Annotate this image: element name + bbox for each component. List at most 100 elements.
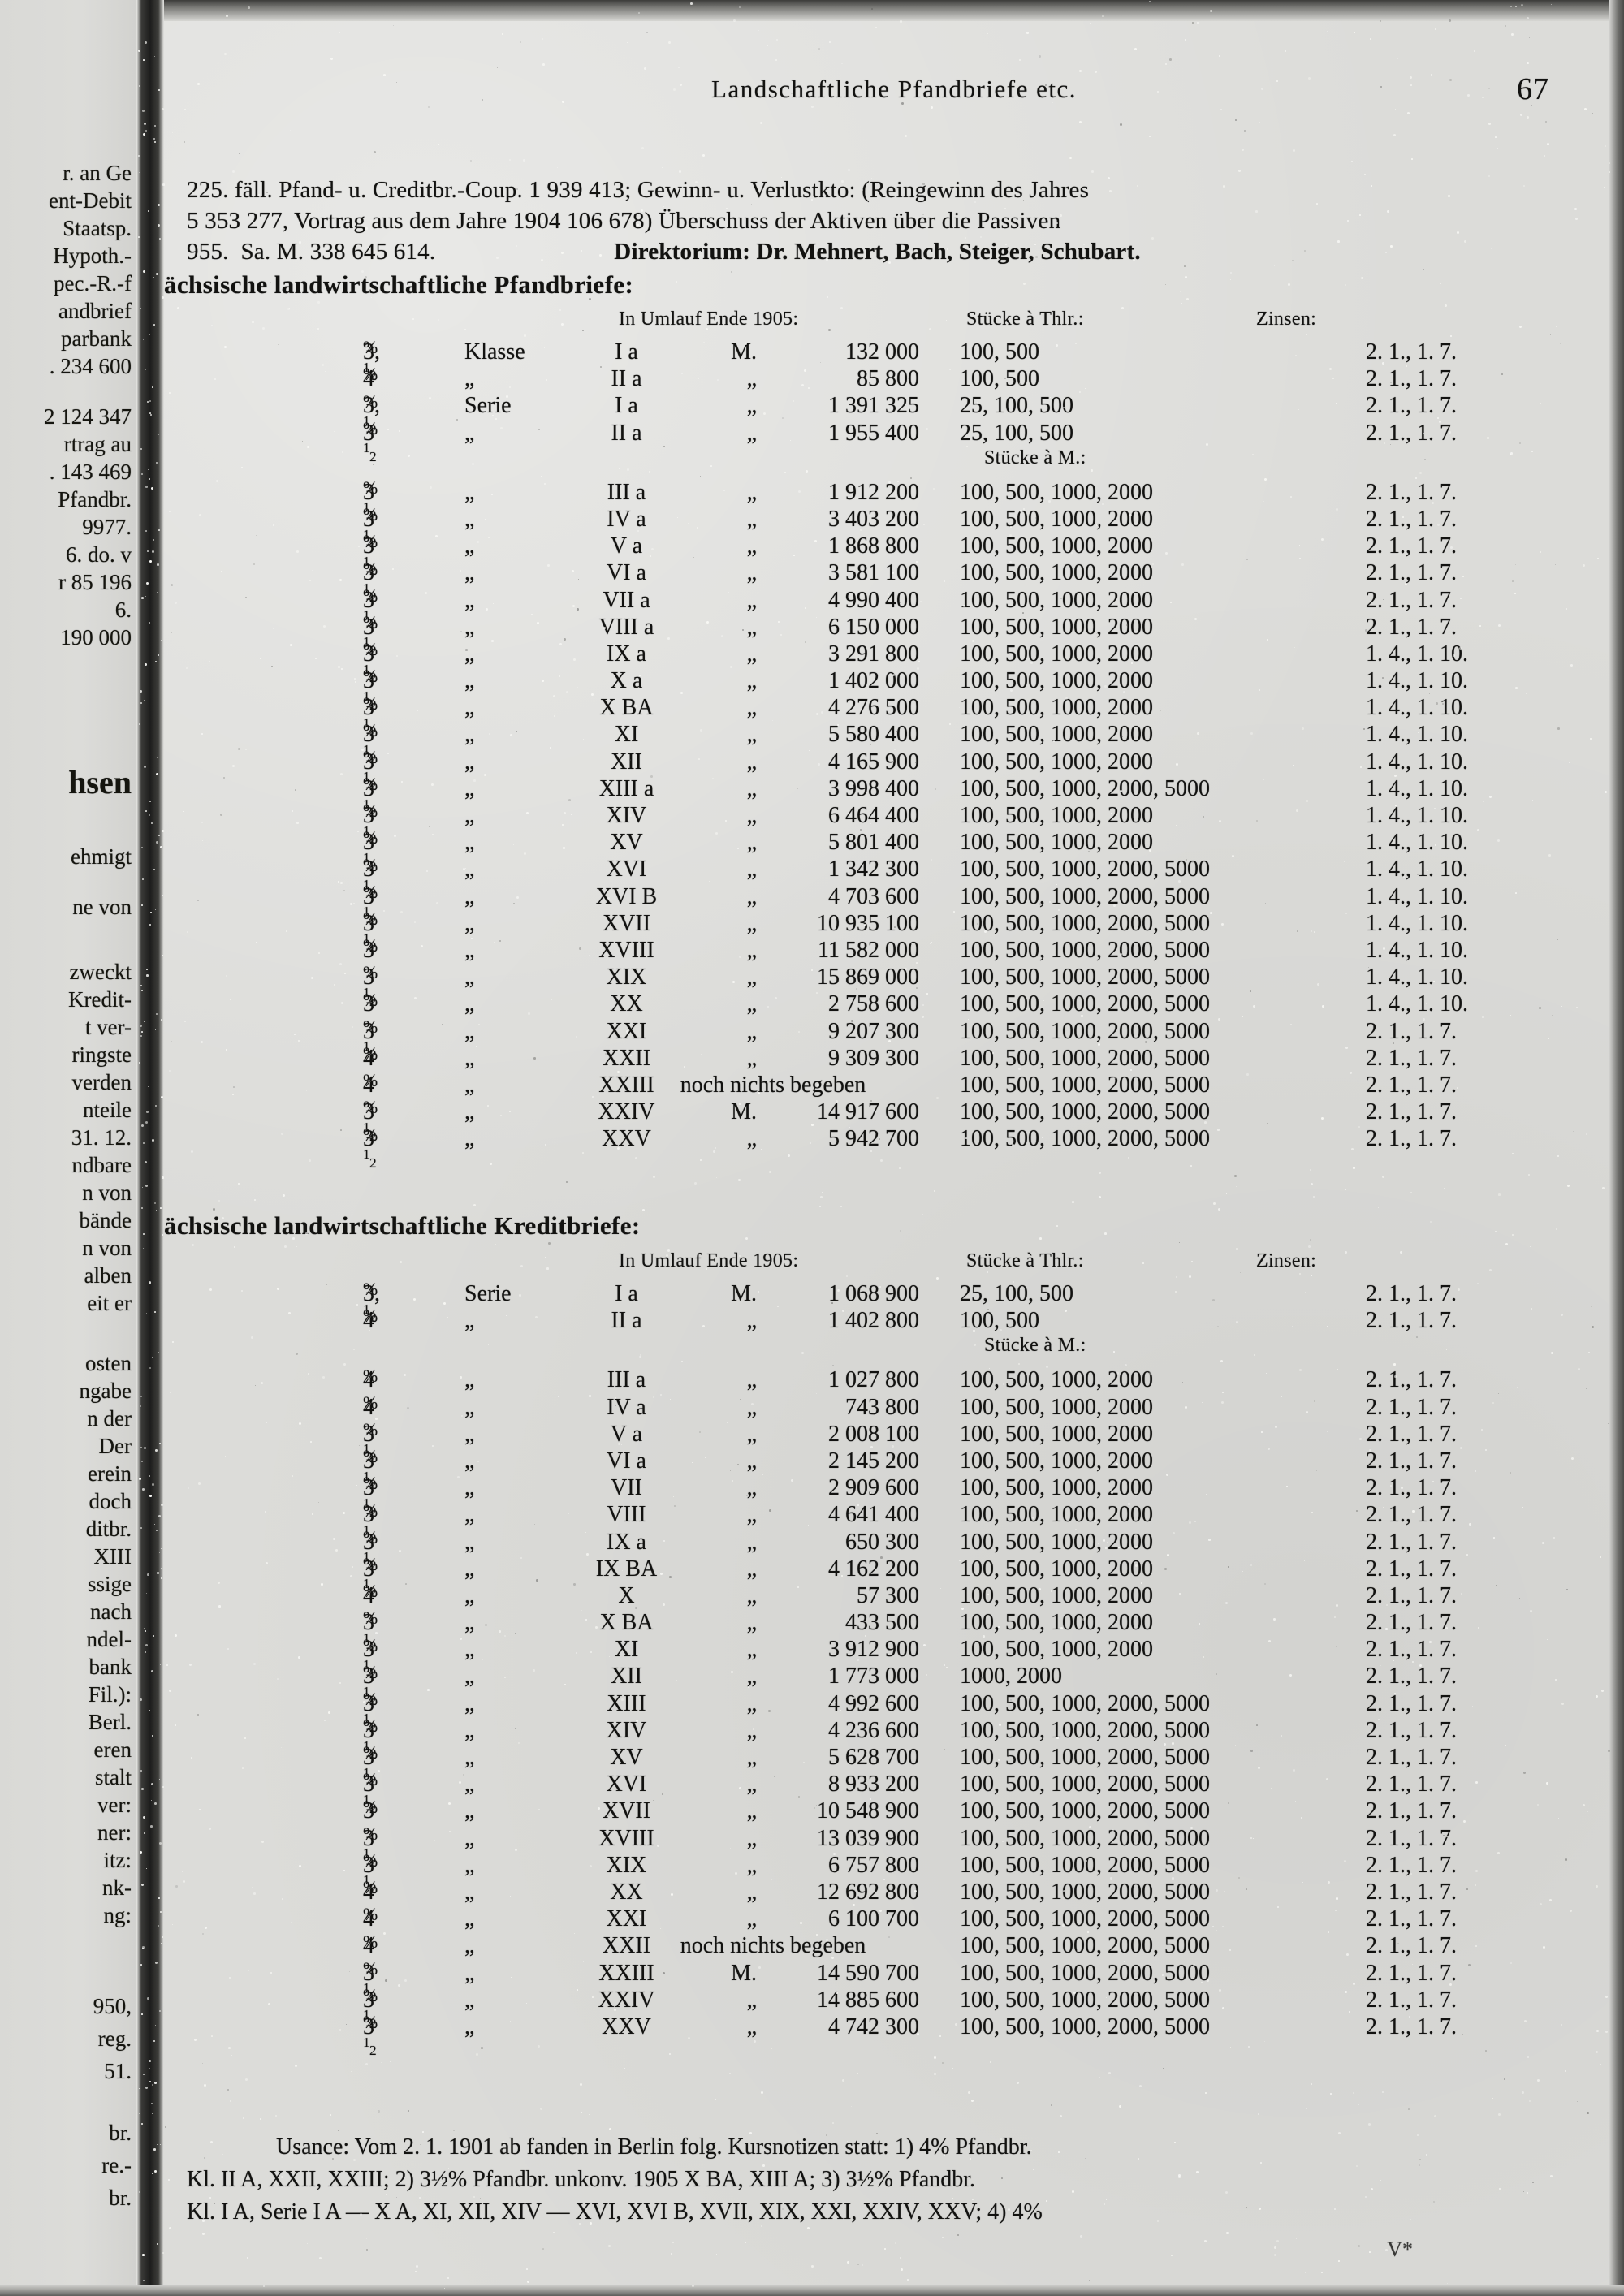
adjacent-page-text-fragment: bank xyxy=(89,1655,132,1679)
cell-series-kind: „ xyxy=(464,479,475,505)
table-pfandbriefe: In Umlauf Ende 1905: Stücke à Thlr.: Zin… xyxy=(164,309,1624,1171)
cell-interest-rate: 3 1 2% xyxy=(363,640,378,686)
cell-interest-dates: 2. 1., 1. 7. xyxy=(1366,1281,1457,1306)
cell-series-number: XXV xyxy=(602,2013,651,2039)
cell-denominations: 100, 500, 1000, 2000 xyxy=(960,479,1153,505)
adjacent-page-text-fragment: Pfandbr. xyxy=(58,487,132,511)
cell-series-number: XIII xyxy=(607,1690,646,1716)
cell-amount-in-circulation: 6 100 700 xyxy=(828,1906,919,1932)
table-row: 3 1 2% „ VI a „ 2 145 200 100, 500, 1000, 2000 2… xyxy=(164,1447,1624,1492)
cell-amount-in-circulation: 3 912 900 xyxy=(828,1637,919,1663)
cell-interest-rate: 4% xyxy=(363,1071,378,1098)
cell-series-kind: „ xyxy=(464,1502,475,1528)
cell-series-number: XXIV xyxy=(598,1099,655,1125)
cell-interest-dates: 2. 1., 1. 7. xyxy=(1366,393,1457,419)
cell-interest-dates: 2. 1., 1. 7. xyxy=(1366,1475,1457,1501)
cell-interest-dates: 2. 1., 1. 7. xyxy=(1366,533,1457,559)
cell-amount-in-circulation: 4 992 600 xyxy=(828,1690,919,1716)
cell-amount-in-circulation: 4 742 300 xyxy=(828,2013,919,2039)
cell-series-kind: „ xyxy=(464,1852,475,1878)
scan-top-shadow xyxy=(164,0,1624,21)
table2-column-headers: In Umlauf Ende 1905: Stücke à Thlr.: Zin… xyxy=(164,1250,1624,1281)
cell-currency: „ xyxy=(746,965,757,990)
cell-denominations: 100, 500, 1000, 2000 xyxy=(960,1637,1153,1663)
cell-interest-dates: 1. 4., 1. 10. xyxy=(1366,722,1468,748)
cell-currency: „ xyxy=(746,775,757,801)
cell-interest-dates: 1. 4., 1. 10. xyxy=(1366,668,1468,694)
cell-amount-in-circulation: 1 027 800 xyxy=(828,1367,919,1393)
cell-series-kind: „ xyxy=(464,1825,475,1851)
cell-currency: „ xyxy=(746,366,757,392)
table-row: 3 1 2% „ XXI „ 9 207 300 100, 500, 1000, 2000, … xyxy=(164,1016,1624,1063)
cell-interest-dates: 2. 1., 1. 7. xyxy=(1366,1582,1457,1608)
cell-interest-rate: 3 1 2% xyxy=(363,1016,378,1063)
cell-currency: „ xyxy=(746,1798,757,1824)
intro-line-2: 5 353 277, Vortrag aus dem Jahre 1904 10… xyxy=(187,208,1061,234)
cell-denominations: 100, 500, 1000, 2000, 5000 xyxy=(960,1825,1210,1851)
cell-currency: „ xyxy=(746,393,757,419)
cell-denominations: 25, 100, 500 xyxy=(960,1281,1073,1306)
adjacent-page-fragment: r. an Ge ent-Debit Staatsp. Hypoth.- pec.-R.… xyxy=(0,0,136,2296)
scan-right-shadow xyxy=(1609,0,1624,2296)
cell-series-kind: „ xyxy=(464,2013,475,2039)
cell-denominations: 25, 100, 500 xyxy=(960,420,1073,446)
cell-denominations: 100, 500, 1000, 2000, 5000 xyxy=(960,1099,1210,1125)
table-row: 3 1 2% „ XXV „ 5 942 700 100, 500, 1000, 2000, … xyxy=(164,1124,1624,1171)
cell-denominations: 100, 500, 1000, 2000, 5000 xyxy=(960,857,1210,883)
cell-amount-in-circulation: 6 757 800 xyxy=(828,1852,919,1878)
section-heading-kreditbriefe: ächsische landwirtschaftliche Kreditbrie… xyxy=(164,1211,641,1240)
cell-interest-dates: 1. 4., 1. 10. xyxy=(1366,965,1468,990)
table-row: 3 1 2% „ VII a „ 4 990 400 100, 500, 1000, 2000… xyxy=(164,586,1624,632)
cell-interest-dates: 2. 1., 1. 7. xyxy=(1366,1879,1457,1905)
usance-line-3: Kl. I A, Serie I A — X A, XI, XII, XIV —… xyxy=(187,2199,1043,2225)
adjacent-page-text-fragment: Fil.): xyxy=(88,1682,132,1707)
adjacent-page-text-fragment: r 85 196 xyxy=(58,570,132,594)
adjacent-page-text-fragment: Der xyxy=(98,1434,132,1458)
cell-currency: „ xyxy=(746,1852,757,1878)
cell-series-kind: „ xyxy=(464,857,475,883)
cell-series-kind: „ xyxy=(464,1933,475,1959)
cell-series-number: VIII xyxy=(607,1502,646,1528)
adjacent-page-text-fragment: . 143 469 xyxy=(49,460,132,484)
cell-amount-in-circulation: 3 998 400 xyxy=(828,775,919,801)
cell-series-number: XXI xyxy=(606,1906,647,1932)
table1-mark-rows: 3 1 2% „ III a „ 1 912 200 100, 500, 1000, 2000… xyxy=(164,478,1624,1171)
adjacent-page-text-fragment: osten xyxy=(85,1351,132,1375)
cell-denominations: 100, 500, 1000, 2000 xyxy=(960,830,1153,856)
cell-interest-rate: 4% xyxy=(363,1306,378,1334)
cell-series-kind: „ xyxy=(464,1367,475,1393)
cell-interest-dates: 2. 1., 1. 7. xyxy=(1366,1126,1457,1152)
cell-currency: „ xyxy=(746,1772,757,1798)
cell-currency: „ xyxy=(746,560,757,586)
cell-currency: „ xyxy=(746,749,757,775)
usance-note: Usance: Vom 2. 1. 1901 ab fanden in Berl… xyxy=(187,2131,1616,2229)
adjacent-page-text-fragment: hsen xyxy=(68,764,132,801)
cell-series-number: XII xyxy=(611,1664,642,1690)
cell-series-kind: „ xyxy=(464,1879,475,1905)
adjacent-page-text-fragment: ng: xyxy=(103,1903,132,1927)
table-row: 3 1 2% „ IV a „ 3 403 200 100, 500, 1000, 2000 2… xyxy=(164,505,1624,550)
cell-series-kind: „ xyxy=(464,1448,475,1474)
cell-amount-in-circulation: 1 342 300 xyxy=(828,857,919,883)
adjacent-page-text-fragment: reg. xyxy=(97,2026,132,2051)
cell-interest-dates: 2. 1., 1. 7. xyxy=(1366,1717,1457,1743)
cell-series-number: XIV xyxy=(606,1717,647,1743)
adjacent-page-text-fragment: eit er xyxy=(87,1291,132,1315)
cell-interest-dates: 2. 1., 1. 7. xyxy=(1366,339,1457,365)
cell-amount-in-circulation: 10 935 100 xyxy=(817,910,919,936)
cell-interest-dates: 2. 1., 1. 7. xyxy=(1366,1367,1457,1393)
cell-interest-dates: 2. 1., 1. 7. xyxy=(1366,1987,1457,2013)
cell-series-kind: „ xyxy=(464,1610,475,1636)
cell-series-kind: Klasse xyxy=(464,339,525,365)
table-row: 3 1 2% „ XIII a „ 3 998 400 100, 500, 1000, 200… xyxy=(164,775,1624,820)
table-row: 3 1 2% „ XV „ 5 801 400 100, 500, 1000, 2000 1. … xyxy=(164,828,1624,874)
adjacent-page-text-fragment: parbank xyxy=(61,326,132,351)
adjacent-page-text-fragment: Hypoth.- xyxy=(53,244,132,268)
table-row: 3 1 2% „ II a „ 1 955 400 25, 100, 500 2. 1., 1.… xyxy=(164,419,1624,464)
cell-currency: „ xyxy=(746,1529,757,1555)
cell-denominations: 100, 500, 1000, 2000, 5000 xyxy=(960,1933,1210,1959)
cell-interest-dates: 2. 1., 1. 7. xyxy=(1366,1637,1457,1663)
adjacent-page-text-fragment: n von xyxy=(82,1180,132,1205)
cell-series-number: XXV xyxy=(602,1126,651,1152)
cell-interest-rate: 3 1 2% xyxy=(363,1124,378,1171)
